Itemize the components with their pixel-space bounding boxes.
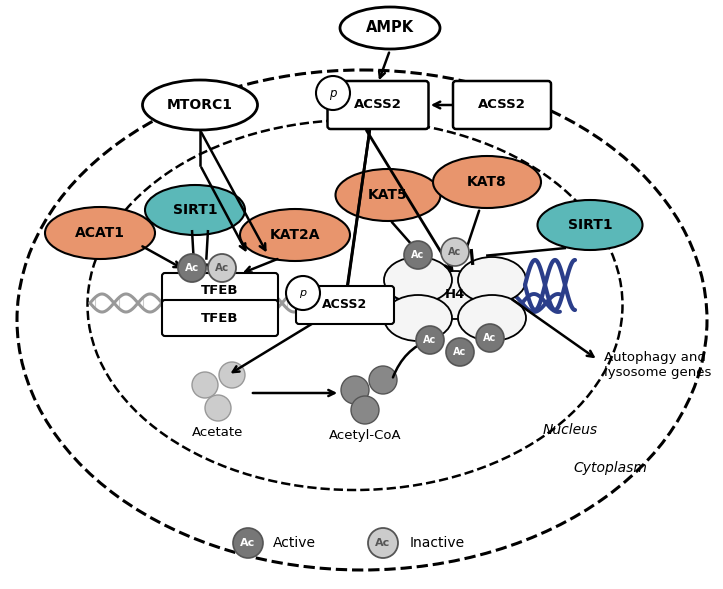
Text: SIRT1: SIRT1: [568, 218, 612, 232]
Text: Ac: Ac: [453, 347, 466, 357]
Text: Ac: Ac: [240, 538, 256, 548]
Ellipse shape: [240, 209, 350, 261]
FancyBboxPatch shape: [296, 286, 394, 324]
Ellipse shape: [458, 257, 526, 303]
Text: MTORC1: MTORC1: [167, 98, 233, 112]
Text: Ac: Ac: [484, 333, 497, 343]
Text: Acetate: Acetate: [192, 425, 244, 438]
Text: Inactive: Inactive: [410, 536, 465, 550]
FancyBboxPatch shape: [328, 81, 429, 129]
Text: KAT8: KAT8: [467, 175, 507, 189]
Ellipse shape: [142, 80, 257, 130]
Circle shape: [178, 254, 206, 282]
Circle shape: [446, 338, 474, 366]
Text: Nucleus: Nucleus: [542, 423, 598, 437]
Text: Acetyl-CoA: Acetyl-CoA: [329, 429, 401, 442]
Ellipse shape: [340, 7, 440, 49]
Ellipse shape: [537, 200, 643, 250]
Ellipse shape: [433, 156, 541, 208]
Ellipse shape: [384, 295, 452, 341]
Ellipse shape: [17, 70, 707, 570]
Ellipse shape: [145, 185, 245, 235]
Text: AMPK: AMPK: [366, 21, 414, 35]
Circle shape: [441, 238, 469, 266]
Circle shape: [233, 528, 263, 558]
Text: Ac: Ac: [375, 538, 390, 548]
FancyBboxPatch shape: [453, 81, 551, 129]
Text: p: p: [329, 87, 337, 100]
Text: ACSS2: ACSS2: [478, 98, 526, 111]
Text: ACSS2: ACSS2: [322, 299, 367, 312]
Text: SIRT1: SIRT1: [173, 203, 218, 217]
FancyBboxPatch shape: [162, 300, 278, 336]
Ellipse shape: [335, 169, 440, 221]
Text: Ac: Ac: [411, 250, 424, 260]
Text: Autophagy and
lysosome genes: Autophagy and lysosome genes: [604, 351, 711, 379]
Circle shape: [316, 76, 350, 110]
Text: ACSS2: ACSS2: [354, 98, 402, 111]
Text: Active: Active: [273, 536, 316, 550]
Text: Cytoplasm: Cytoplasm: [573, 461, 647, 475]
Text: Ac: Ac: [215, 263, 229, 273]
Text: p: p: [299, 288, 307, 298]
Ellipse shape: [384, 257, 452, 303]
Text: ACAT1: ACAT1: [75, 226, 125, 240]
Text: KAT5: KAT5: [368, 188, 408, 202]
Text: TFEB: TFEB: [201, 284, 239, 297]
Text: H4: H4: [445, 289, 465, 302]
Text: TFEB: TFEB: [201, 312, 239, 325]
Circle shape: [341, 376, 369, 404]
Circle shape: [369, 366, 397, 394]
Text: Ac: Ac: [448, 247, 461, 257]
Circle shape: [192, 372, 218, 398]
Circle shape: [219, 362, 245, 388]
Circle shape: [351, 396, 379, 424]
FancyBboxPatch shape: [162, 273, 278, 309]
Ellipse shape: [87, 120, 623, 490]
Ellipse shape: [45, 207, 155, 259]
Circle shape: [208, 254, 236, 282]
Circle shape: [368, 528, 398, 558]
Text: Ac: Ac: [424, 335, 437, 345]
Ellipse shape: [419, 271, 491, 319]
Text: Ac: Ac: [185, 263, 199, 273]
Circle shape: [416, 326, 444, 354]
Circle shape: [205, 395, 231, 421]
Circle shape: [404, 241, 432, 269]
Text: KAT2A: KAT2A: [270, 228, 320, 242]
Circle shape: [476, 324, 504, 352]
Circle shape: [286, 276, 320, 310]
Ellipse shape: [458, 295, 526, 341]
